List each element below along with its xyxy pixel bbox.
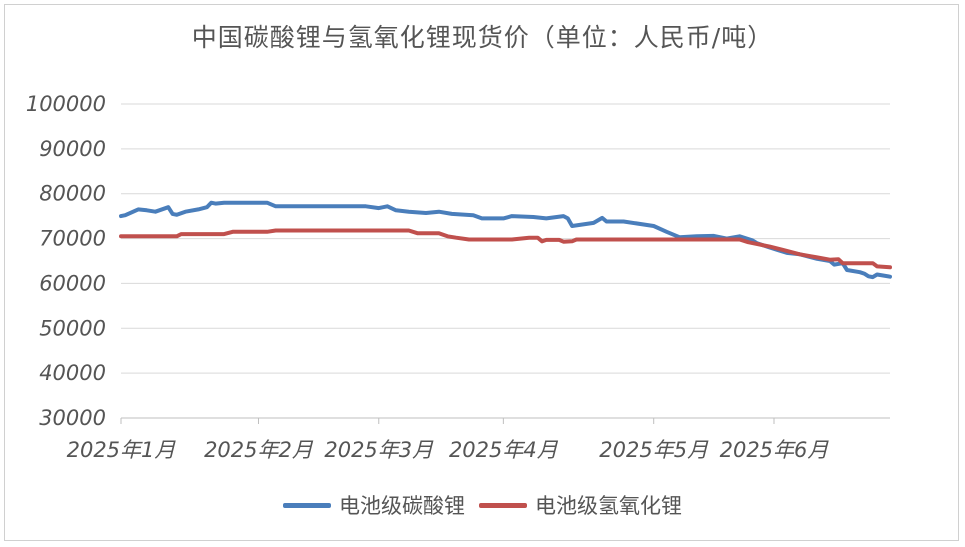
legend-item-carbonate: 电池级碳酸锂 xyxy=(283,490,465,520)
legend-item-hydroxide: 电池级氢氧化锂 xyxy=(479,490,682,520)
legend-swatch-hydroxide xyxy=(479,502,527,508)
y-tick-label: 40000 xyxy=(39,361,106,385)
y-tick-label: 30000 xyxy=(39,406,106,430)
y-tick-label: 50000 xyxy=(39,316,106,340)
chart-frame xyxy=(4,4,959,541)
series-layer xyxy=(119,200,892,280)
x-tick-label: 2025年3月 xyxy=(324,438,434,462)
x-tick-label: 2025年4月 xyxy=(449,438,559,462)
legend-label-carbonate: 电池级碳酸锂 xyxy=(339,494,465,518)
y-axis: 100000 90000 80000 70000 60000 50000 40000 3000… xyxy=(26,92,106,430)
y-tick-label: 90000 xyxy=(39,137,106,161)
legend-swatch-carbonate xyxy=(283,502,331,508)
y-tick-label: 80000 xyxy=(39,182,106,206)
x-axis: 2025年1月 2025年2月 2025年3月 2025年4月 2025年5月 2025年… xyxy=(67,417,890,462)
x-tick-label: 2025年1月 xyxy=(67,438,177,462)
y-tick-label: 60000 xyxy=(39,271,106,295)
x-tick-label: 2025年2月 xyxy=(204,438,314,462)
legend: 电池级碳酸锂 电池级氢氧化锂 xyxy=(0,490,965,520)
y-tick-label: 70000 xyxy=(39,227,106,251)
y-tick-label: 100000 xyxy=(26,92,106,116)
x-tick-label: 2025年6月 xyxy=(720,438,830,462)
legend-label-hydroxide: 电池级氢氧化锂 xyxy=(535,494,682,518)
x-tick-label: 2025年5月 xyxy=(599,438,709,462)
grid-lines xyxy=(121,103,890,374)
series-line-hydroxide xyxy=(119,228,892,270)
chart-title: 中国碳酸锂与氢氧化锂现货价（单位：人民币/吨） xyxy=(191,23,774,52)
